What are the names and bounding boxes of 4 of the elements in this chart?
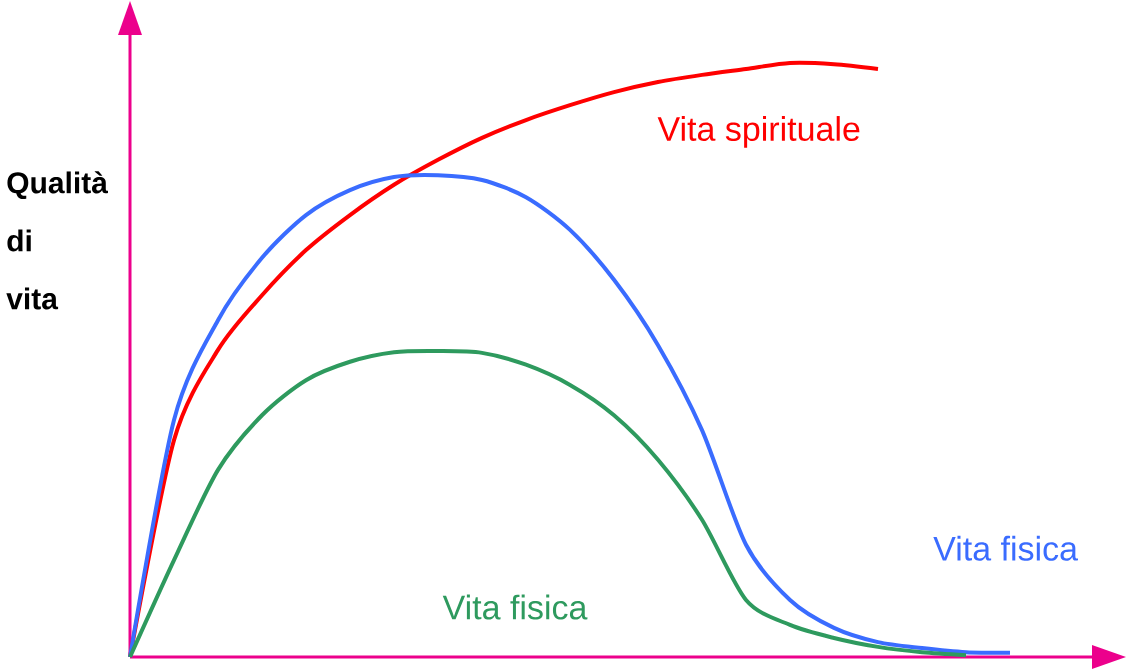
text: Vita fisica <box>442 594 588 620</box>
text: Vita fisica <box>933 535 1079 561</box>
series-label: Vita spirituale <box>657 116 860 148</box>
y-axis-title: Qualità di vita <box>6 171 108 310</box>
